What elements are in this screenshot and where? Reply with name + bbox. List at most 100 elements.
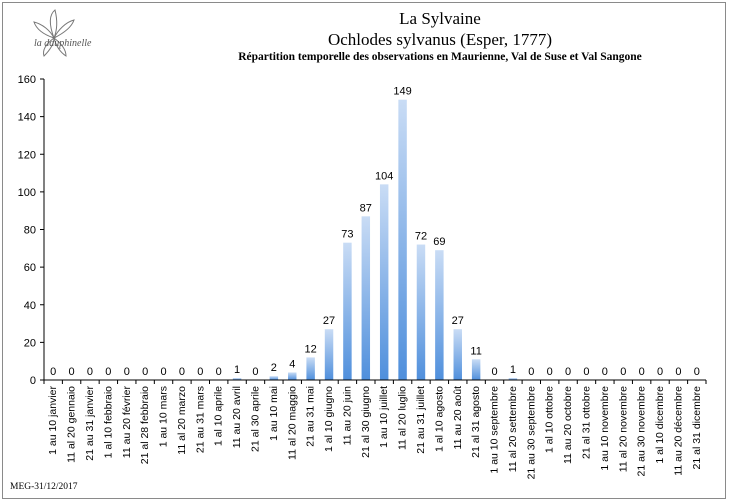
bar	[343, 242, 352, 380]
y-tick-label: 80	[24, 225, 36, 237]
x-tick-label: 21 al 31 agosto	[470, 386, 482, 458]
data-label: 0	[105, 366, 111, 378]
bar	[453, 329, 462, 380]
data-label: 27	[323, 315, 335, 327]
data-label: 0	[639, 366, 645, 378]
x-tick-label: 1 al 10 dicembre	[654, 386, 666, 464]
data-label: 0	[142, 366, 148, 378]
y-tick-label: 160	[18, 74, 36, 86]
x-tick-label: 11 au 20 juin	[341, 386, 353, 446]
y-tick-label: 0	[30, 375, 36, 387]
x-tick-label: 11 au 20 février	[121, 386, 133, 459]
data-label: 0	[675, 366, 681, 378]
x-tick-label: 1 al 10 giugno	[323, 386, 335, 452]
x-tick-label: 11 au 20 octobre	[562, 386, 574, 464]
data-label: 0	[160, 366, 166, 378]
x-tick-label: 1 au 10 janvier	[47, 386, 59, 455]
data-label: 0	[197, 366, 203, 378]
data-label: 0	[547, 366, 553, 378]
x-tick-label: 11 al 20 gennaio	[66, 386, 78, 463]
data-label: 149	[393, 86, 411, 98]
data-label: 0	[528, 366, 534, 378]
x-tick-label: 1 au 10 juillet	[378, 386, 390, 448]
x-tick-label: 11 al 20 maggio	[286, 386, 298, 460]
y-tick-label: 140	[18, 112, 36, 124]
bar	[232, 378, 242, 380]
data-label: 4	[289, 358, 295, 370]
x-tick-label: 1 al 10 ottobre	[544, 386, 556, 453]
data-label: 11	[470, 345, 481, 357]
y-tick-label: 60	[24, 262, 36, 274]
data-label: 0	[216, 366, 222, 378]
bar	[508, 378, 518, 380]
x-tick-label: 21 al 31 dicembre	[691, 386, 703, 470]
chart-caption: Répartition temporelle des observations …	[238, 51, 642, 63]
logo-text: la dauphinelle	[34, 38, 92, 49]
bar	[471, 359, 481, 380]
data-label: 0	[50, 366, 56, 378]
x-tick-label: 21 au 30 novembre	[636, 386, 648, 477]
bar	[324, 329, 334, 380]
data-label: 0	[602, 366, 608, 378]
flower-logo-icon	[33, 9, 75, 57]
bar	[435, 250, 444, 380]
chart-title: La Sylvaine	[399, 9, 481, 28]
data-label: 104	[375, 170, 393, 182]
data-label: 1	[510, 364, 516, 376]
bar	[416, 244, 426, 380]
x-tick-label: 1 al 10 febbraio	[102, 386, 114, 459]
x-tick-label: 21 al 30 aprile	[249, 386, 261, 452]
x-tick-label: 1 al 10 agosto	[433, 386, 445, 452]
x-tick-label: 21 au 31 mars	[194, 386, 206, 453]
data-label: 0	[87, 366, 93, 378]
data-label: 0	[583, 366, 589, 378]
data-label: 0	[491, 366, 497, 378]
x-tick-label: 11 al 20 novembre	[617, 386, 629, 472]
bar	[379, 184, 389, 380]
data-label: 69	[433, 236, 445, 248]
data-label: 87	[360, 202, 372, 214]
x-tick-label: 21 au 31 janvier	[84, 386, 96, 461]
chart-subtitle: Ochlodes sylvanus (Esper, 1777)	[327, 30, 553, 49]
x-tick-label: 11 au 20 décembre	[672, 386, 684, 476]
x-tick-label: 11 al 20 settembre	[507, 386, 519, 472]
y-tick-label: 100	[18, 187, 36, 199]
data-label: 1	[234, 364, 240, 376]
data-label: 0	[69, 366, 75, 378]
x-tick-label: 11 au 20 avril	[231, 386, 243, 448]
x-tick-label: 11 au 20 août	[452, 386, 464, 450]
bar	[269, 376, 279, 380]
x-tick-label: 1 au 10 mai	[268, 386, 280, 441]
data-label: 2	[271, 362, 277, 374]
x-tick-label: 1 au 10 mars	[158, 386, 170, 447]
data-label: 0	[565, 366, 571, 378]
bar	[306, 357, 315, 380]
bar	[288, 372, 297, 380]
x-tick-label: 1 au 10 septembre	[489, 386, 501, 474]
x-tick-label: 21 al 30 giugno	[360, 386, 372, 458]
data-label: 0	[694, 366, 700, 378]
y-axis: 0 20 40 60 80 100 120 140 160	[18, 74, 45, 387]
data-label: 0	[252, 366, 258, 378]
data-label: 27	[452, 315, 464, 327]
x-tick-label: 1 al 10 aprile	[213, 386, 225, 446]
x-tick-label: 21 al 28 febbraio	[139, 386, 151, 464]
data-label: 0	[657, 366, 663, 378]
x-tick-label: 1 au 10 novembre	[599, 386, 611, 471]
data-label: 72	[415, 231, 427, 243]
x-tick-label: 21 au 31 mai	[305, 386, 317, 447]
data-label: 0	[620, 366, 626, 378]
bar	[398, 99, 407, 380]
data-label: 12	[305, 343, 317, 355]
y-tick-label: 120	[18, 149, 36, 161]
data-label: 73	[341, 229, 353, 241]
x-tick-label: 21 au 30 septembre	[525, 386, 537, 480]
data-label: 0	[124, 366, 130, 378]
x-tick-label: 11 al 20 marzo	[176, 386, 188, 455]
x-axis: 1 au 10 janvier 11 al 20 gennaio 21 au 31 …	[43, 379, 707, 480]
bar	[361, 216, 371, 380]
footer-credit: MEG-31/12/2017	[10, 482, 78, 492]
x-tick-label: 21 al 31 ottobre	[580, 386, 592, 459]
